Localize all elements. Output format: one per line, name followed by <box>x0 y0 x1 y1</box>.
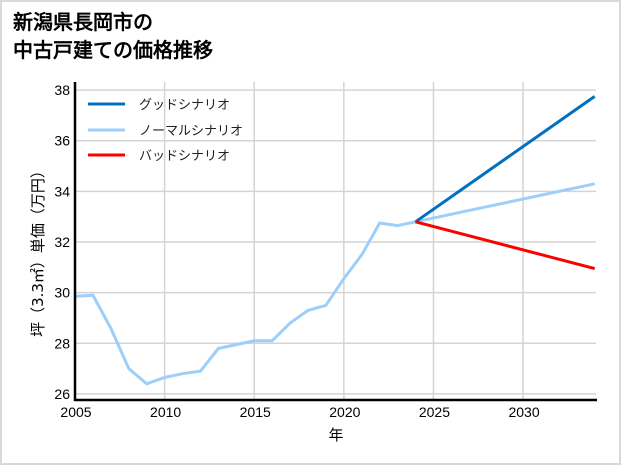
legend-label: バッドシナリオ <box>139 149 230 164</box>
x-tick-label: 2020 <box>329 404 360 420</box>
legend-label: グッドシナリオ <box>139 98 230 113</box>
y-tick-label: 34 <box>54 183 70 199</box>
x-axis-label: 年 <box>328 426 343 444</box>
x-tick-label: 2005 <box>60 404 91 420</box>
y-tick-label: 26 <box>54 386 70 402</box>
series-line <box>74 182 596 386</box>
series-line <box>415 220 596 271</box>
tick-labels: 26 28 30 32 34 36 38 2005 2010 2015 2020 2025 2030 <box>54 82 539 420</box>
chart-title-line2: 中古戸建ての価格推移 <box>13 38 213 62</box>
x-tick-label: 2010 <box>150 404 181 420</box>
x-tick-label: 2030 <box>508 404 539 420</box>
chart-title-line1: 新潟県長岡市の <box>13 10 153 34</box>
y-tick-label: 36 <box>54 133 70 149</box>
x-tick-label: 2015 <box>240 404 271 420</box>
y-tick-label: 30 <box>54 285 70 301</box>
legend-label: ノーマルシナリオ <box>139 124 243 139</box>
x-tick-label: 2025 <box>419 404 450 420</box>
y-tick-label: 32 <box>54 234 70 250</box>
y-tick-label: 38 <box>54 82 70 98</box>
chart-title: 新潟県長岡市の 中古戸建ての価格推移 <box>13 8 213 64</box>
y-axis-label: 坪（3.3㎡）単価（万円） <box>29 163 47 337</box>
series-line <box>414 95 596 224</box>
y-tick-label: 28 <box>54 335 70 351</box>
axes <box>73 82 597 402</box>
data-series <box>74 95 596 386</box>
